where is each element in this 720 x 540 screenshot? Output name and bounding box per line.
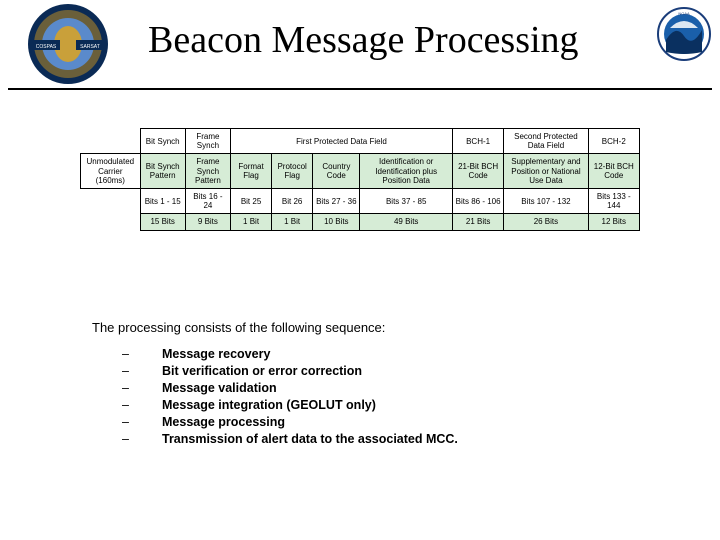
list-item: –Message processing (122, 415, 652, 429)
svg-text:SARSAT: SARSAT (80, 44, 100, 50)
list-item-label: Transmission of alert data to the associ… (162, 432, 458, 446)
cell: 12 Bits (588, 214, 639, 230)
message-structure-table: Bit Synch Frame Synch First Protected Da… (80, 128, 640, 231)
list-item: –Message integration (GEOLUT only) (122, 398, 652, 412)
list-item-label: Message validation (162, 381, 277, 395)
cell: First Protected Data Field (231, 129, 453, 154)
list-item: –Message recovery (122, 347, 652, 361)
noaa-logo: NOAA (656, 6, 712, 62)
cell: 1 Bit (272, 214, 313, 230)
cell: Bit 25 (231, 188, 272, 213)
body-text: The processing consists of the following… (92, 320, 652, 449)
cell: BCH-1 (452, 129, 503, 154)
cospas-sarsat-logo: COSPAS SARSAT (8, 2, 128, 86)
cell: Supplementary and Position or National U… (504, 154, 588, 189)
cell: Protocol Flag (272, 154, 313, 189)
cell: Bits 107 - 132 (504, 188, 588, 213)
svg-text:COSPAS: COSPAS (36, 44, 57, 50)
cell: Identification or Identification plus Po… (360, 154, 452, 189)
cell: 1 Bit (231, 214, 272, 230)
cell (81, 214, 141, 230)
cell: BCH-2 (588, 129, 639, 154)
sequence-list: –Message recovery –Bit verification or e… (122, 347, 652, 446)
list-item: –Transmission of alert data to the assoc… (122, 432, 652, 446)
cell: Bit Synch (140, 129, 185, 154)
cell: Frame Synch Pattern (185, 154, 230, 189)
svg-text:NOAA: NOAA (678, 11, 690, 16)
list-item-label: Bit verification or error correction (162, 364, 362, 378)
cell: 21-Bit BCH Code (452, 154, 503, 189)
cell: 12-Bit BCH Code (588, 154, 639, 189)
cell: Second Protected Data Field (504, 129, 588, 154)
cell: Frame Synch (185, 129, 230, 154)
table-row: Unmodulated Carrier (160ms) Bit Synch Pa… (81, 154, 640, 189)
list-item-label: Message recovery (162, 347, 270, 361)
cell: Bit Synch Pattern (140, 154, 185, 189)
cell: 10 Bits (313, 214, 360, 230)
cell: Bits 133 - 144 (588, 188, 639, 213)
cell: Bits 37 - 85 (360, 188, 452, 213)
list-item: –Bit verification or error correction (122, 364, 652, 378)
cell: 21 Bits (452, 214, 503, 230)
cell: Bit 26 (272, 188, 313, 213)
table-row: 15 Bits 9 Bits 1 Bit 1 Bit 10 Bits 49 Bi… (81, 214, 640, 230)
table-row: Bits 1 - 15 Bits 16 - 24 Bit 25 Bit 26 B… (81, 188, 640, 213)
slide-header: COSPAS SARSAT Beacon Message Processing … (8, 0, 712, 90)
intro-text: The processing consists of the following… (92, 320, 652, 335)
cell: Bits 27 - 36 (313, 188, 360, 213)
cell: Bits 1 - 15 (140, 188, 185, 213)
cell: 15 Bits (140, 214, 185, 230)
cell: Unmodulated Carrier (160ms) (81, 154, 141, 189)
cell: 26 Bits (504, 214, 588, 230)
cell: Bits 16 - 24 (185, 188, 230, 213)
cell: Format Flag (231, 154, 272, 189)
table-row: Bit Synch Frame Synch First Protected Da… (81, 129, 640, 154)
cell: 49 Bits (360, 214, 452, 230)
page-title: Beacon Message Processing (148, 18, 579, 62)
list-item-label: Message processing (162, 415, 285, 429)
cell: Bits 86 - 106 (452, 188, 503, 213)
cell: Country Code (313, 154, 360, 189)
cell (81, 188, 141, 213)
list-item-label: Message integration (GEOLUT only) (162, 398, 376, 412)
list-item: –Message validation (122, 381, 652, 395)
cell: 9 Bits (185, 214, 230, 230)
